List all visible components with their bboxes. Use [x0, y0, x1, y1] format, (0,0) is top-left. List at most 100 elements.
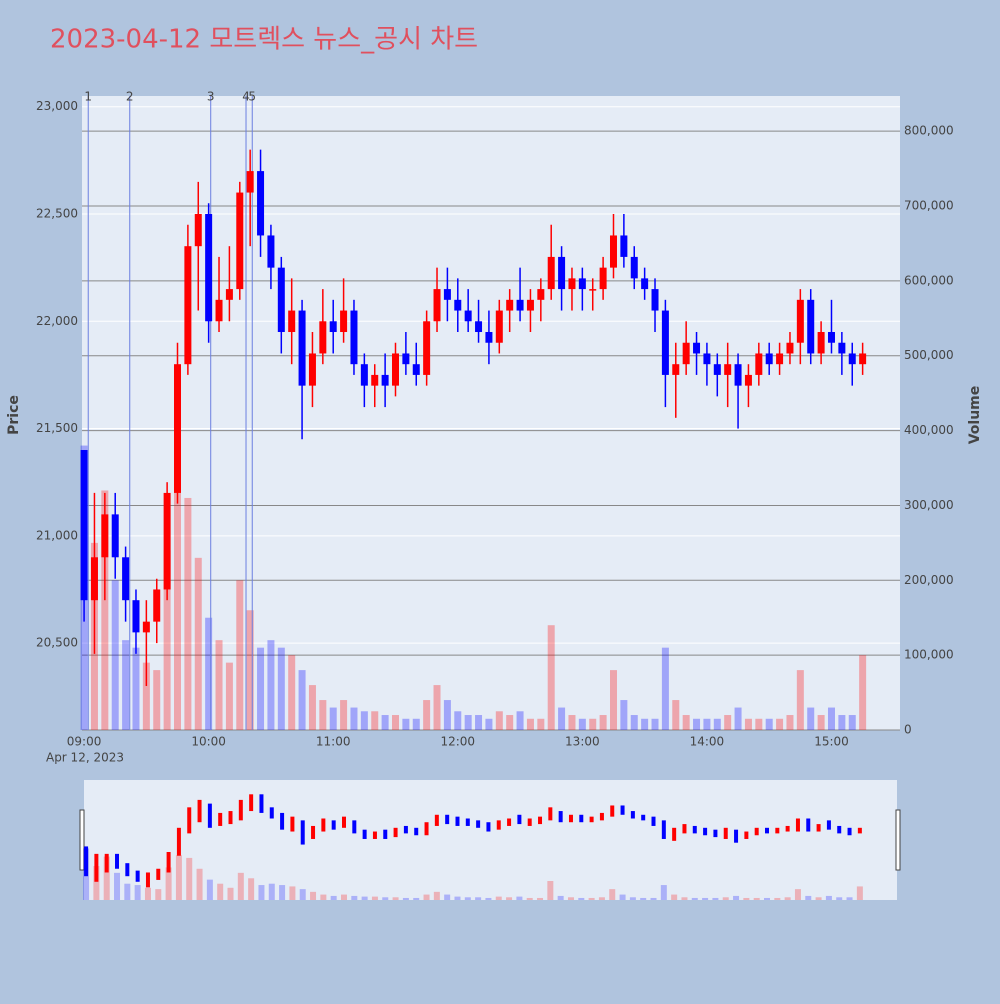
slider-volume-bar	[248, 878, 255, 900]
slider-volume-bar	[320, 894, 327, 900]
candle-body	[838, 342, 846, 354]
slider-volume-bar	[712, 897, 719, 900]
y2-tick-label: 400,000	[904, 423, 954, 437]
slider-volume-bar	[557, 895, 564, 900]
slider-volume-bar	[413, 897, 420, 900]
slider-volume-bar	[629, 897, 636, 900]
candle-body	[713, 364, 721, 375]
x-tick-label: 12:00	[440, 735, 475, 749]
candle-body	[391, 353, 399, 386]
slider-volume-bar	[144, 887, 151, 900]
candle-body	[578, 278, 586, 290]
volume-bar	[423, 700, 431, 730]
range-slider[interactable]	[84, 780, 897, 900]
slider-volume-bar	[310, 891, 317, 900]
candle-body	[630, 256, 638, 279]
volume-bar	[630, 715, 638, 730]
y2-axis-title: Volume	[967, 386, 983, 445]
slider-volume-bar	[660, 885, 667, 900]
slider-volume-bar	[516, 896, 523, 900]
volume-bar	[443, 700, 451, 730]
news-marker-label: 2	[126, 90, 134, 104]
candle-body	[443, 289, 451, 300]
slider-volume-bar	[268, 883, 275, 900]
y-tick-label: 21,000	[36, 528, 78, 542]
candle-body	[433, 289, 441, 322]
slider-volume-bar	[103, 856, 110, 900]
volume-bar	[246, 610, 254, 730]
slider-volume-bar	[351, 895, 358, 900]
slider-volume-bar	[444, 894, 451, 900]
volume-bar	[838, 715, 846, 730]
volume-bar	[796, 670, 804, 730]
candle-body	[495, 310, 503, 343]
candle-body	[350, 310, 358, 365]
candle-body	[122, 557, 130, 601]
slider-volume-bar	[547, 880, 554, 900]
candle-body	[817, 332, 825, 354]
y2-tick-label: 0	[904, 723, 912, 737]
volume-bar	[371, 711, 379, 730]
volume-bar	[547, 625, 555, 730]
slider-volume-bar	[134, 885, 141, 900]
candle-body	[526, 299, 534, 311]
volume-bar	[578, 718, 586, 730]
volume-bar	[724, 715, 732, 730]
volume-bar	[693, 718, 701, 730]
volume-bar	[174, 482, 182, 730]
candle-body	[111, 514, 119, 558]
volume-bar	[340, 700, 348, 730]
x-tick-label: 13:00	[565, 735, 600, 749]
volume-bar	[495, 711, 503, 730]
volume-bar	[298, 670, 306, 730]
volume-bar	[163, 550, 171, 730]
y-tick-label: 22,000	[36, 314, 78, 328]
x-tick-label: 10:00	[191, 735, 226, 749]
volume-bar	[350, 707, 358, 730]
candle-body	[402, 353, 410, 365]
volume-bar	[153, 670, 161, 730]
slider-volume-bar	[392, 897, 399, 900]
candle-body	[236, 192, 244, 290]
volume-bar	[122, 640, 130, 730]
y2-tick-label: 100,000	[904, 648, 954, 662]
volume-bar	[827, 707, 835, 730]
slider-volume-bar	[227, 887, 234, 900]
slider-volume-bar	[340, 894, 347, 900]
candle-body	[257, 171, 265, 236]
slider-volume-bar	[691, 897, 698, 900]
news-marker-label: 1	[84, 90, 92, 104]
slider-volume-bar	[753, 897, 760, 900]
slider-volume-bar	[764, 897, 771, 900]
candle-body	[288, 310, 296, 333]
y2-tick-label: 500,000	[904, 348, 954, 362]
y-tick-label: 22,500	[36, 207, 78, 221]
slider-volume-bar	[114, 872, 121, 900]
slider-volume-bar	[578, 897, 585, 900]
slider-volume-bar	[567, 897, 574, 900]
volume-bar	[433, 685, 441, 730]
volume-bar	[101, 490, 109, 730]
slider-volume-bar	[537, 897, 544, 900]
candle-body	[267, 235, 275, 268]
slider-volume-bar	[475, 897, 482, 900]
candle-body	[319, 321, 327, 354]
slider-volume-bar	[495, 896, 502, 900]
candle-body	[454, 299, 462, 311]
volume-bar	[236, 580, 244, 730]
range-handle[interactable]	[895, 809, 901, 871]
candle-body	[153, 589, 161, 622]
candle-body	[340, 310, 348, 333]
range-handle[interactable]	[79, 809, 85, 871]
candle-body	[661, 310, 669, 375]
slider-volume-bar	[836, 897, 843, 900]
candle-body	[215, 299, 223, 322]
candle-body	[205, 214, 213, 322]
slider-volume-bar	[609, 889, 616, 900]
candle-body	[360, 364, 368, 386]
volume-bar	[454, 711, 462, 730]
slider-volume-bar	[598, 897, 605, 900]
volume-bar	[682, 715, 690, 730]
candle-body	[807, 299, 815, 354]
